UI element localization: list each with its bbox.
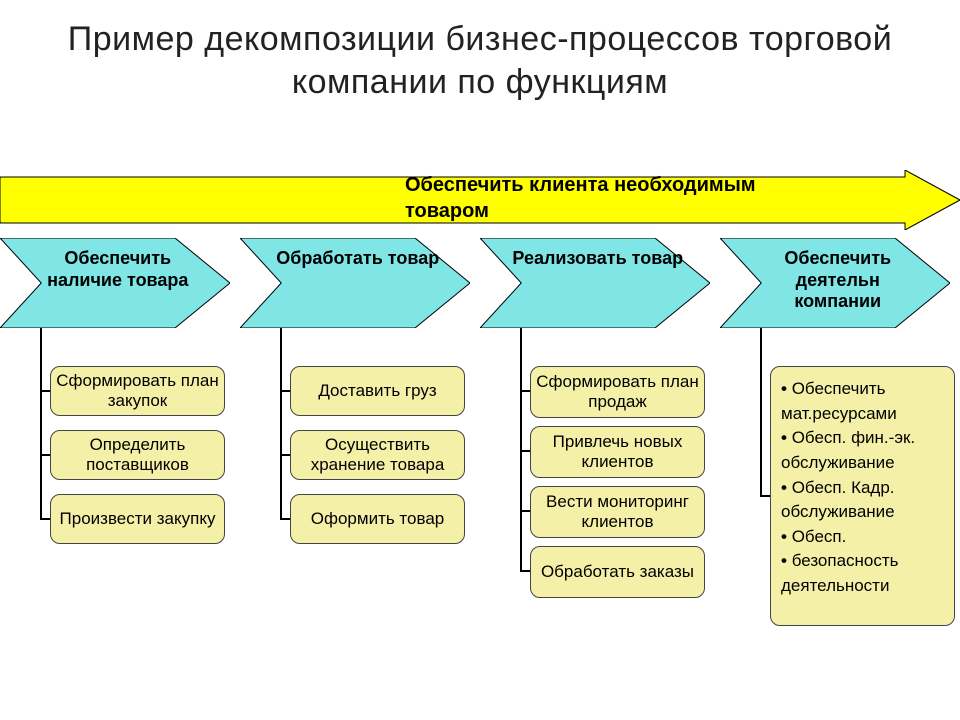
connector-tick <box>40 518 50 520</box>
process-box: Привлечь новых клиентов <box>530 426 705 478</box>
column-header-arrow: Реализовать товар <box>480 238 720 328</box>
connector-tick <box>520 510 530 512</box>
column-3: Обеспечить деятельн компанииОбеспечить м… <box>720 238 960 328</box>
column-0: Обеспечить наличие товараСформировать пл… <box>0 238 240 328</box>
bracket <box>760 328 762 496</box>
column-header-label: Обеспечить деятельн компании <box>750 248 925 313</box>
process-box: Вести мониторинг клиентов <box>530 486 705 538</box>
connector-tick <box>40 454 50 456</box>
process-box: Сформировать план закупок <box>50 366 225 416</box>
bracket <box>40 328 42 519</box>
process-box: Сформировать план продаж <box>530 366 705 418</box>
main-arrow-label: Обеспечить клиента необходимым товаром <box>405 172 800 224</box>
connector-tick <box>520 570 530 572</box>
process-box: Произвести закупку <box>50 494 225 544</box>
connector-tick <box>40 390 50 392</box>
bullet-item: Обесп. Кадр. обслуживание <box>781 476 948 525</box>
connector-tick <box>760 495 770 497</box>
bracket <box>280 328 282 519</box>
bullet-item: Обесп. фин.-эк. обслуживание <box>781 426 948 475</box>
bullet-item: Обесп. <box>781 525 948 550</box>
process-box: Осуществить хранение товара <box>290 430 465 480</box>
page-title: Пример декомпозиции бизнес-процессов тор… <box>0 0 960 103</box>
bullet-item: Обеспечить мат.ресурсами <box>781 377 948 426</box>
connector-tick <box>280 518 290 520</box>
column-header-arrow: Обеспечить деятельн компании <box>720 238 960 328</box>
column-header-arrow: Обеспечить наличие товара <box>0 238 240 328</box>
connector-tick <box>520 450 530 452</box>
process-box: Доставить груз <box>290 366 465 416</box>
connector-tick <box>280 390 290 392</box>
bullet-box: Обеспечить мат.ресурсамиОбесп. фин.-эк. … <box>770 366 955 626</box>
process-box: Обработать заказы <box>530 546 705 598</box>
column-header-arrow: Обработать товар <box>240 238 480 328</box>
column-2: Реализовать товарСформировать план прода… <box>480 238 720 328</box>
bullet-item: безопасность деятельности <box>781 549 948 598</box>
connector-tick <box>520 390 530 392</box>
process-box: Оформить товар <box>290 494 465 544</box>
connector-tick <box>280 454 290 456</box>
process-box: Определить поставщиков <box>50 430 225 480</box>
column-1: Обработать товарДоставить грузОсуществит… <box>240 238 480 328</box>
column-header-label: Обеспечить наличие товара <box>30 248 205 291</box>
column-header-label: Реализовать товар <box>510 248 685 270</box>
column-header-label: Обработать товар <box>270 248 445 270</box>
